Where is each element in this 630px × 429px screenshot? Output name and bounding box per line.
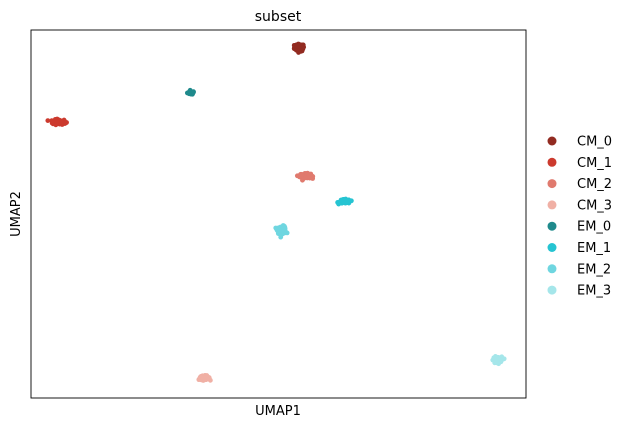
legend-label-CM_1: CM_1 <box>577 156 612 171</box>
point-CM_3 <box>205 375 210 381</box>
legend-item-EM_2: EM_2 <box>547 262 611 277</box>
legend-marker-CM_1 <box>547 157 557 167</box>
legend-label-EM_2: EM_2 <box>577 262 611 277</box>
y-axis-label: UMAP2 <box>9 191 24 237</box>
series-EM_3 <box>490 354 507 367</box>
point-EM_2 <box>278 234 284 240</box>
series-CM_1 <box>45 116 69 128</box>
legend-label-EM_3: EM_3 <box>577 284 611 299</box>
legend-item-CM_0: CM_0 <box>547 135 612 150</box>
legend-marker-EM_2 <box>547 264 557 274</box>
legend-item-CM_1: CM_1 <box>547 156 612 171</box>
point-EM_3 <box>493 355 499 361</box>
point-CM_1 <box>59 119 65 125</box>
legend-item-EM_0: EM_0 <box>547 220 611 235</box>
point-CM_1 <box>45 118 51 123</box>
legend-label-CM_2: CM_2 <box>577 177 612 192</box>
legend-marker-EM_3 <box>547 285 557 295</box>
series-EM_0 <box>185 87 196 97</box>
legend-marker-EM_1 <box>547 243 557 252</box>
legend-label-CM_3: CM_3 <box>577 198 612 213</box>
points-layer <box>45 41 507 383</box>
legend: CM_0 CM_1 CM_2 CM_3 EM_0 EM_1 EM_2 EM_3 <box>547 135 612 299</box>
legend-marker-CM_0 <box>547 136 557 146</box>
point-CM_0 <box>295 43 300 49</box>
legend-marker-CM_3 <box>547 200 557 210</box>
point-CM_1 <box>53 122 59 128</box>
point-CM_2 <box>298 172 303 177</box>
legend-label-CM_0: CM_0 <box>577 135 612 150</box>
point-EM_0 <box>191 89 196 95</box>
series-CM_0 <box>291 41 307 55</box>
point-EM_2 <box>280 225 286 231</box>
point-CM_0 <box>294 47 300 53</box>
point-EM_1 <box>345 198 351 204</box>
legend-label-EM_0: EM_0 <box>577 220 611 235</box>
plot-area <box>30 29 527 399</box>
series-EM_2 <box>273 223 290 240</box>
point-EM_2 <box>274 227 280 233</box>
point-CM_0 <box>301 44 307 50</box>
legend-marker-EM_0 <box>547 221 557 231</box>
legend-label-EM_1: EM_1 <box>577 241 611 256</box>
series-CM_3 <box>196 373 213 383</box>
legend-item-CM_3: CM_3 <box>547 198 612 213</box>
point-CM_2 <box>303 175 308 181</box>
legend-item-CM_2: CM_2 <box>547 177 612 192</box>
point-EM_1 <box>338 198 344 204</box>
point-CM_3 <box>200 376 206 382</box>
legend-marker-CM_2 <box>547 179 557 189</box>
chart-title: subset <box>255 9 302 25</box>
series-CM_2 <box>294 170 316 183</box>
series-EM_1 <box>335 196 354 207</box>
x-axis-label: UMAP1 <box>255 404 301 419</box>
legend-item-EM_3: EM_3 <box>547 284 611 299</box>
legend-item-EM_1: EM_1 <box>547 241 611 256</box>
